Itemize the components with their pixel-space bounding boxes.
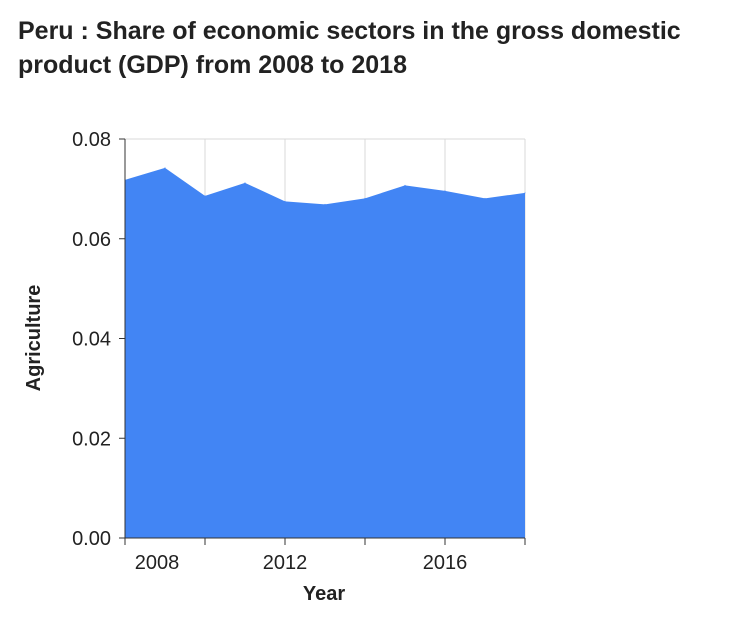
axes: 0.00 0.02 0.04 0.06 0.08 2008 2012 2016 xyxy=(72,129,526,574)
x-tick-label-2008: 2008 xyxy=(135,552,180,574)
y-tick-label-3: 0.06 xyxy=(72,229,111,251)
data-point-2017 xyxy=(484,197,486,199)
data-point-2011 xyxy=(244,182,246,184)
data-point-2012 xyxy=(284,200,286,202)
chart-title: Peru : Share of economic sectors in the … xyxy=(18,17,681,79)
area-series xyxy=(124,167,526,539)
data-point-2016 xyxy=(444,190,446,192)
y-tick-label-1: 0.02 xyxy=(72,428,111,450)
y-tick-label-0: 0.00 xyxy=(72,528,111,550)
data-point-2009 xyxy=(164,167,166,169)
data-point-2015 xyxy=(404,184,406,186)
x-axis-title: Year xyxy=(303,583,345,605)
agriculture-area xyxy=(125,167,525,539)
data-point-2018 xyxy=(524,192,526,194)
data-point-2013 xyxy=(324,203,326,205)
data-point-2014 xyxy=(364,197,366,199)
x-tick-label-2012: 2012 xyxy=(263,552,308,574)
data-point-2010 xyxy=(204,195,206,197)
x-tick-label-2016: 2016 xyxy=(423,552,468,574)
y-tick-label-2: 0.04 xyxy=(72,329,111,351)
y-axis-title: Agriculture xyxy=(23,285,45,392)
y-tick-label-4: 0.08 xyxy=(72,129,111,151)
